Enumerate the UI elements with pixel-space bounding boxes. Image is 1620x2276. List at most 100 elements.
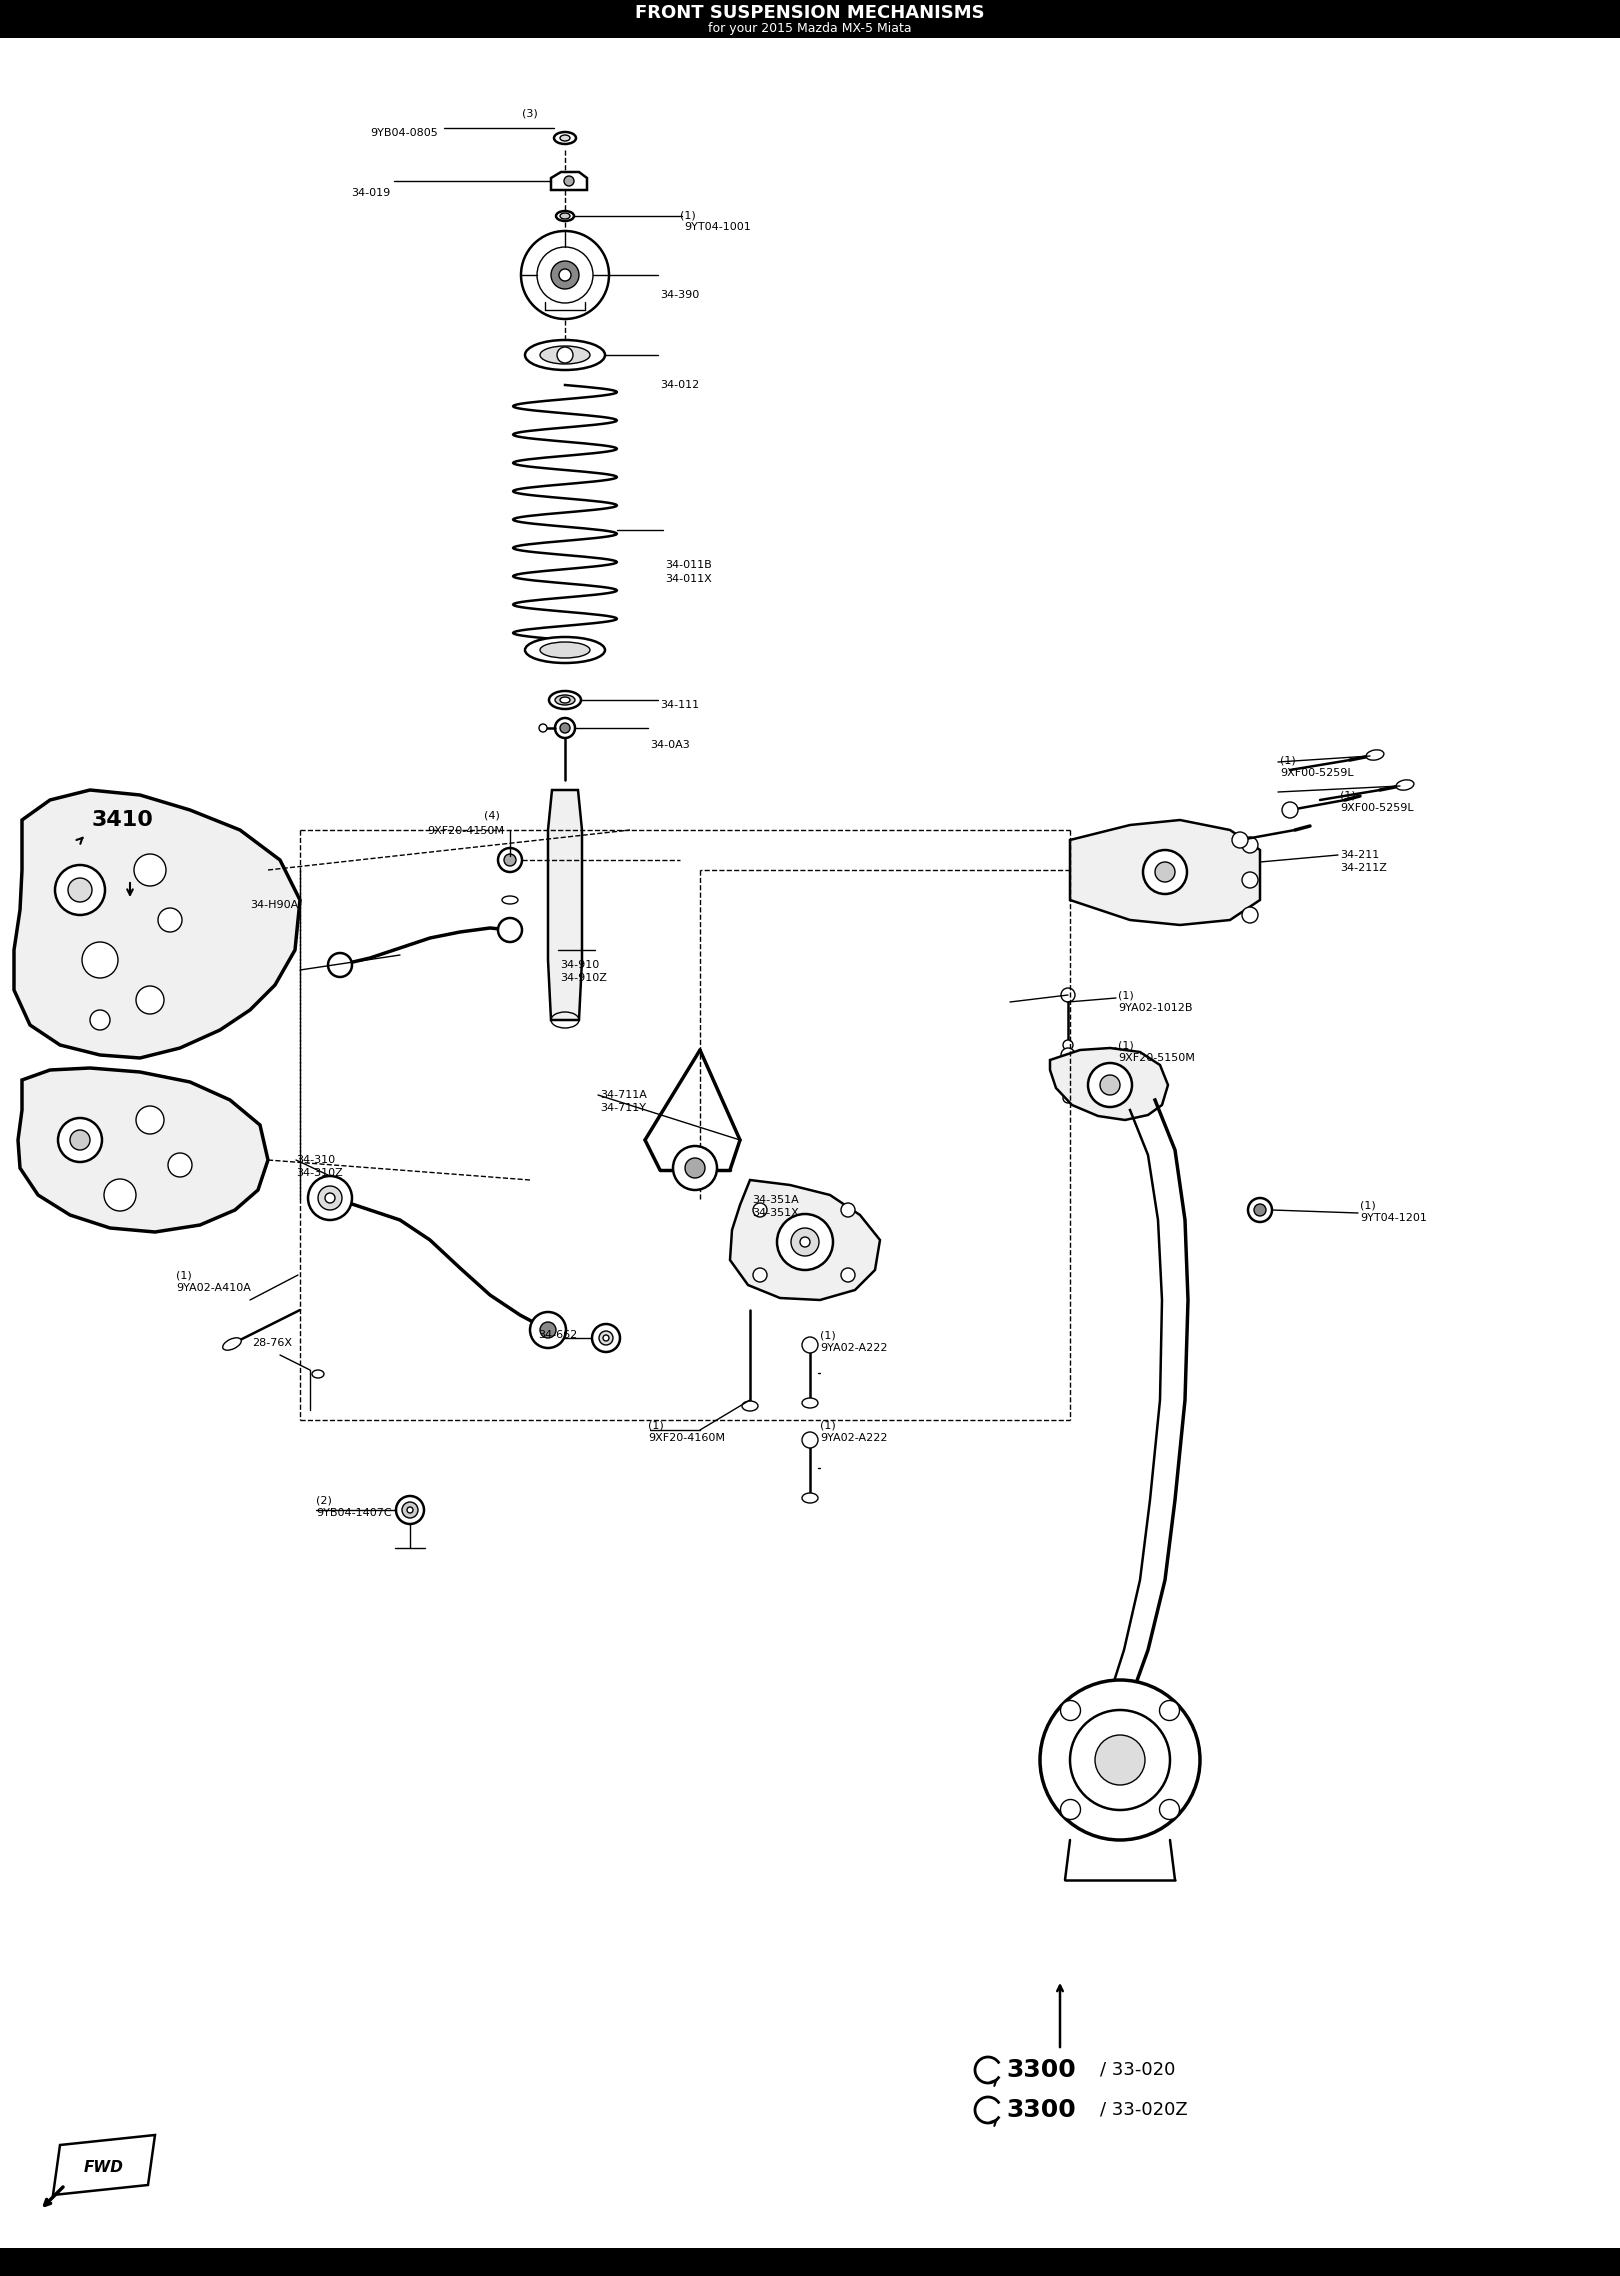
- Polygon shape: [1050, 1047, 1168, 1120]
- Text: (3): (3): [522, 107, 538, 118]
- Circle shape: [1063, 1092, 1072, 1104]
- Text: 34-012: 34-012: [659, 380, 700, 389]
- Text: (4): (4): [484, 810, 501, 819]
- Text: 9YB04-0805: 9YB04-0805: [371, 127, 437, 139]
- Circle shape: [326, 1193, 335, 1204]
- Circle shape: [1247, 1197, 1272, 1222]
- Circle shape: [599, 1331, 612, 1345]
- Circle shape: [1243, 872, 1259, 888]
- Circle shape: [1040, 1680, 1200, 1839]
- Circle shape: [791, 1229, 820, 1256]
- Text: 34-0A3: 34-0A3: [650, 740, 690, 751]
- Ellipse shape: [502, 897, 518, 904]
- Text: 9XF00-5259L: 9XF00-5259L: [1280, 767, 1354, 778]
- Polygon shape: [548, 790, 582, 1020]
- Bar: [0, 2249, 1620, 2276]
- Text: 34-662: 34-662: [538, 1329, 577, 1341]
- Text: 9YA02-A410A: 9YA02-A410A: [177, 1284, 251, 1293]
- Circle shape: [83, 942, 118, 979]
- Circle shape: [159, 908, 181, 931]
- Circle shape: [753, 1268, 766, 1281]
- Text: (1): (1): [648, 1420, 664, 1429]
- Text: (1): (1): [820, 1420, 836, 1429]
- Circle shape: [1160, 1800, 1179, 1819]
- Circle shape: [1061, 1047, 1076, 1063]
- Circle shape: [104, 1179, 136, 1211]
- Text: 9YT04-1001: 9YT04-1001: [684, 223, 750, 232]
- Ellipse shape: [1366, 749, 1383, 760]
- Circle shape: [1095, 1734, 1145, 1784]
- Circle shape: [1100, 1074, 1119, 1095]
- Text: / 33-020Z: / 33-020Z: [1100, 2101, 1187, 2119]
- Text: 9YA02-A222: 9YA02-A222: [820, 1434, 888, 1443]
- Circle shape: [136, 1106, 164, 1133]
- Circle shape: [841, 1268, 855, 1281]
- Ellipse shape: [802, 1397, 818, 1409]
- Circle shape: [68, 879, 92, 901]
- Circle shape: [672, 1147, 718, 1190]
- Ellipse shape: [539, 346, 590, 364]
- Ellipse shape: [556, 212, 573, 221]
- Circle shape: [1063, 1040, 1072, 1049]
- Text: (2): (2): [316, 1495, 332, 1504]
- Circle shape: [564, 175, 573, 187]
- Text: 9XF20-5150M: 9XF20-5150M: [1118, 1054, 1196, 1063]
- Text: 34-910Z: 34-910Z: [561, 974, 608, 983]
- Text: 34-211Z: 34-211Z: [1340, 863, 1387, 874]
- Circle shape: [1243, 838, 1259, 854]
- Circle shape: [136, 986, 164, 1015]
- Polygon shape: [731, 1179, 880, 1300]
- Text: 34-H90A: 34-H90A: [249, 899, 298, 910]
- Circle shape: [91, 1011, 110, 1031]
- Ellipse shape: [525, 637, 604, 662]
- Polygon shape: [551, 173, 586, 189]
- Circle shape: [1144, 849, 1187, 894]
- Text: (1): (1): [1340, 790, 1356, 799]
- Ellipse shape: [1396, 781, 1414, 790]
- Circle shape: [1061, 1800, 1081, 1819]
- Circle shape: [407, 1507, 413, 1514]
- Circle shape: [497, 917, 522, 942]
- Circle shape: [134, 854, 165, 885]
- Ellipse shape: [556, 694, 575, 706]
- Text: 9XF00-5259L: 9XF00-5259L: [1340, 803, 1414, 813]
- Circle shape: [318, 1186, 342, 1211]
- Ellipse shape: [802, 1493, 818, 1502]
- Circle shape: [1231, 833, 1247, 849]
- Polygon shape: [18, 1067, 267, 1231]
- Circle shape: [308, 1177, 352, 1220]
- Text: for your 2015 Mazda MX-5 Miata: for your 2015 Mazda MX-5 Miata: [708, 20, 912, 34]
- Circle shape: [1254, 1204, 1265, 1215]
- Circle shape: [685, 1158, 705, 1179]
- Circle shape: [70, 1129, 91, 1149]
- Text: 3410: 3410: [92, 810, 154, 831]
- Circle shape: [55, 865, 105, 915]
- Circle shape: [1089, 1063, 1132, 1106]
- Text: 34-910: 34-910: [561, 960, 599, 970]
- Circle shape: [559, 269, 570, 280]
- Circle shape: [800, 1236, 810, 1247]
- Circle shape: [561, 724, 570, 733]
- Ellipse shape: [561, 696, 570, 703]
- Circle shape: [539, 1322, 556, 1338]
- Circle shape: [551, 262, 578, 289]
- Circle shape: [1155, 863, 1174, 883]
- Ellipse shape: [561, 214, 570, 218]
- Text: (1): (1): [680, 209, 695, 221]
- Circle shape: [1061, 988, 1076, 1001]
- Polygon shape: [53, 2135, 156, 2194]
- Text: (1): (1): [1280, 756, 1296, 765]
- Circle shape: [1061, 1700, 1081, 1721]
- Text: FRONT SUSPENSION MECHANISMS: FRONT SUSPENSION MECHANISMS: [635, 5, 985, 23]
- Circle shape: [168, 1154, 193, 1177]
- Ellipse shape: [525, 339, 604, 371]
- Text: 34-711A: 34-711A: [599, 1090, 646, 1099]
- Text: 3300: 3300: [1006, 2098, 1076, 2121]
- Circle shape: [841, 1204, 855, 1218]
- Circle shape: [1069, 1709, 1170, 1809]
- Circle shape: [1281, 801, 1298, 817]
- Circle shape: [402, 1502, 418, 1518]
- Circle shape: [802, 1336, 818, 1352]
- Text: (1): (1): [177, 1270, 191, 1279]
- Ellipse shape: [561, 134, 570, 141]
